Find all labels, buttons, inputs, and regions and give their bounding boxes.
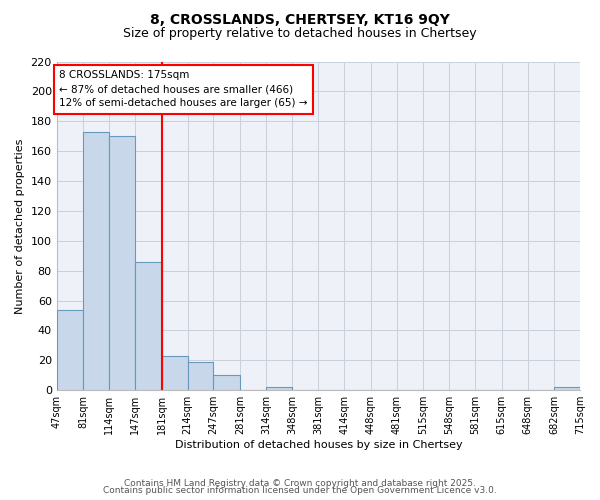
Bar [554, 387, 580, 390]
Text: 8 CROSSLANDS: 175sqm
← 87% of detached houses are smaller (466)
12% of semi-deta: 8 CROSSLANDS: 175sqm ← 87% of detached h… [59, 70, 308, 108]
Bar [266, 387, 292, 390]
X-axis label: Distribution of detached houses by size in Chertsey: Distribution of detached houses by size … [175, 440, 462, 450]
Bar [83, 132, 109, 390]
Bar [56, 310, 83, 390]
Text: Contains HM Land Registry data © Crown copyright and database right 2025.: Contains HM Land Registry data © Crown c… [124, 478, 476, 488]
Text: Size of property relative to detached houses in Chertsey: Size of property relative to detached ho… [123, 28, 477, 40]
Text: Contains public sector information licensed under the Open Government Licence v3: Contains public sector information licen… [103, 486, 497, 495]
Y-axis label: Number of detached properties: Number of detached properties [15, 138, 25, 314]
Bar [161, 356, 187, 390]
Bar [214, 376, 240, 390]
Text: 8, CROSSLANDS, CHERTSEY, KT16 9QY: 8, CROSSLANDS, CHERTSEY, KT16 9QY [150, 12, 450, 26]
Bar [187, 362, 214, 390]
Bar [109, 136, 135, 390]
Bar [135, 262, 161, 390]
